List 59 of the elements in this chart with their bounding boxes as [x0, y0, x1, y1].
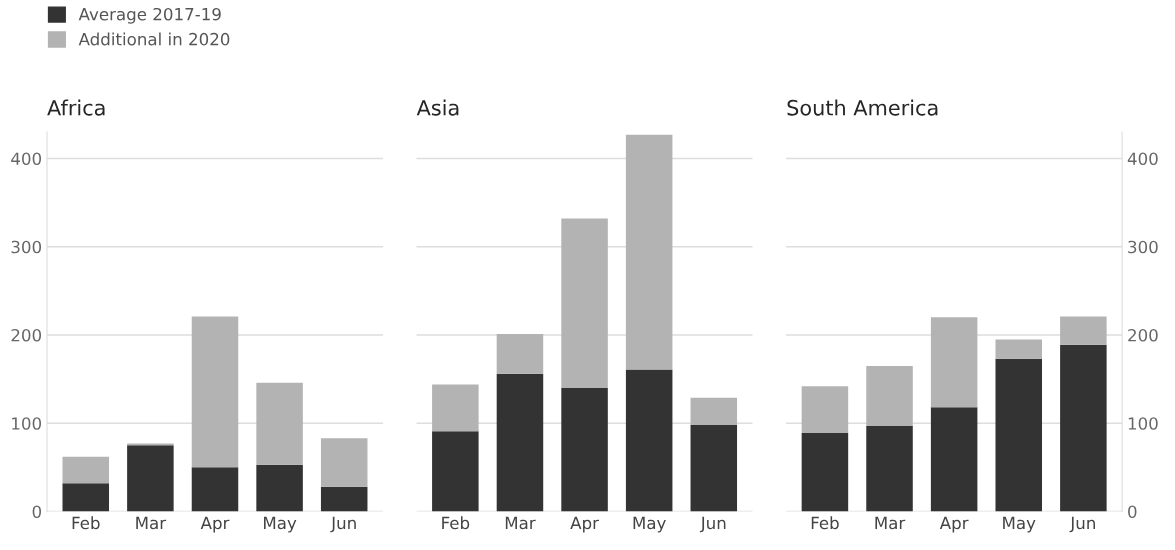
bar: [930, 317, 978, 408]
bar: [432, 431, 479, 512]
bar: [690, 397, 738, 426]
x-tick-label: May: [633, 516, 666, 533]
y-tick-label: 300: [1128, 240, 1158, 254]
bar: [866, 365, 913, 426]
bar: [561, 218, 608, 388]
bar: [930, 407, 978, 512]
bar: [625, 369, 673, 512]
x-tick-label: Feb: [811, 516, 839, 530]
x-tick-label: Apr: [200, 516, 230, 533]
y-tick-label: 400: [1127, 152, 1158, 166]
x-tick-label: Feb: [72, 516, 100, 530]
bar: [191, 467, 239, 512]
bar: [561, 387, 608, 512]
x-tick-label: Feb: [442, 516, 470, 530]
y-tick-label: 100: [12, 417, 42, 430]
chart-title: Asia: [416, 99, 459, 116]
bar: [866, 425, 913, 512]
bar: [1060, 316, 1107, 345]
x-tick-label: Mar: [136, 516, 167, 530]
chart-title: Africa: [47, 99, 105, 116]
x-tick-label: Apr: [939, 516, 969, 533]
y-tick-label: 100: [1128, 417, 1158, 430]
x-tick-label: Jun: [699, 516, 726, 533]
bar: [62, 483, 110, 512]
x-tick-label: Jun: [330, 516, 356, 533]
bar: [1060, 344, 1107, 512]
x-tick-label: Mar: [505, 516, 536, 530]
bar: [62, 456, 110, 484]
bar: [432, 384, 479, 432]
y-tick-label: 200: [1128, 328, 1158, 342]
y-tick-label: 400: [11, 152, 42, 166]
y-tick-label: 0: [1128, 505, 1137, 519]
y-tick-label: 300: [11, 240, 42, 254]
x-tick-label: May: [264, 516, 297, 533]
bar: [496, 373, 544, 512]
bar: [995, 358, 1043, 512]
x-tick-label: May: [1003, 516, 1036, 533]
bar: [191, 316, 239, 468]
bar: [690, 425, 738, 512]
bar: [320, 438, 368, 487]
x-tick-label: Apr: [570, 516, 599, 533]
y-tick-label: 0: [32, 505, 42, 519]
bar: [127, 445, 174, 512]
legend-label: Additional in 2020: [78, 32, 230, 46]
x-tick-label: Jun: [1069, 516, 1095, 533]
x-tick-label: Mar: [875, 516, 906, 530]
bar: [625, 134, 673, 370]
bar: [320, 486, 368, 512]
bar: [256, 464, 303, 512]
bar: [801, 432, 849, 512]
bar: [496, 334, 544, 374]
y-tick-label: 200: [11, 328, 42, 342]
bar: [256, 382, 303, 465]
chart-title: South America: [787, 99, 938, 116]
legend-label: Average 2017-19: [78, 7, 221, 24]
bar: [995, 339, 1043, 359]
bar: [801, 386, 849, 433]
